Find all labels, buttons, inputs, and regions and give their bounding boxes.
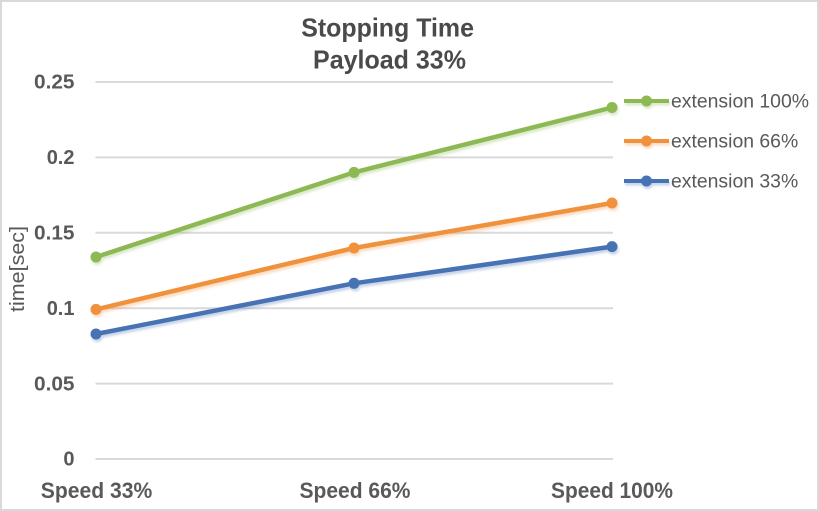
svg-text:Payload 33%: Payload 33% (313, 44, 466, 74)
svg-text:0.1: 0.1 (47, 298, 75, 320)
svg-text:Stopping Time: Stopping Time (301, 13, 474, 43)
svg-text:0.15: 0.15 (34, 223, 75, 245)
svg-text:extension 100%: extension 100% (671, 91, 809, 113)
svg-text:Speed 33%: Speed 33% (41, 478, 153, 503)
svg-text:time[sec]: time[sec] (7, 226, 29, 312)
svg-text:Speed 66%: Speed 66% (300, 478, 411, 503)
svg-text:Speed 100%: Speed 100% (551, 478, 673, 503)
svg-text:0.2: 0.2 (47, 147, 75, 169)
svg-text:0.05: 0.05 (34, 373, 75, 395)
svg-text:0.25: 0.25 (34, 72, 75, 94)
svg-text:extension 66%: extension 66% (671, 131, 798, 153)
svg-text:extension 33%: extension 33% (671, 171, 798, 193)
svg-text:0: 0 (63, 449, 74, 471)
